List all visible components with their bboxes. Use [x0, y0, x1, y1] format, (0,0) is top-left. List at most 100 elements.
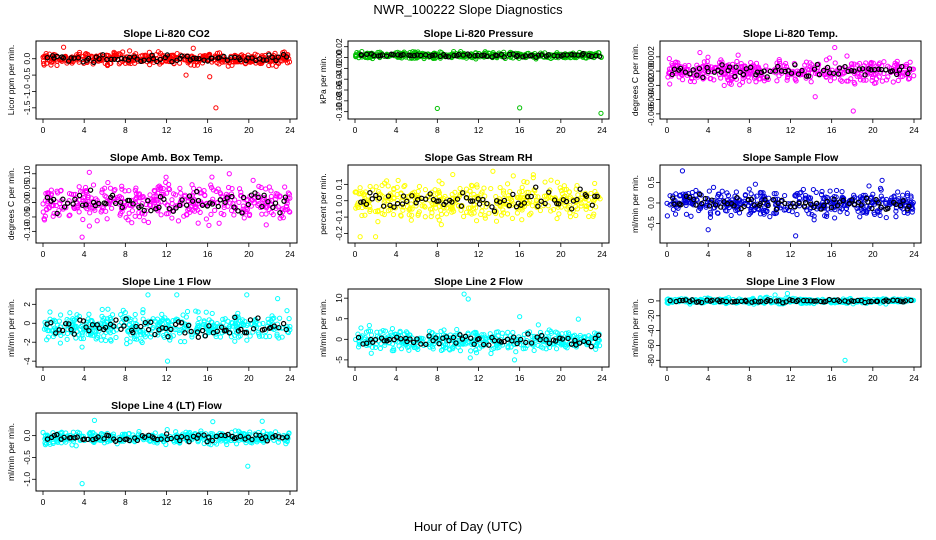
reference-point [50, 196, 57, 203]
data-point [209, 174, 215, 180]
data-point-outlier [842, 357, 848, 363]
y-tick-label: -4 [22, 357, 32, 365]
reference-point [669, 71, 675, 78]
data-point [126, 60, 132, 66]
data-point [58, 312, 64, 318]
data-point [354, 189, 360, 195]
data-point [752, 181, 758, 187]
reference-point [842, 63, 848, 70]
data-point [704, 58, 710, 65]
data-point [126, 188, 132, 194]
data-point [481, 185, 487, 191]
reference-point [117, 199, 124, 206]
reference-point [229, 193, 235, 200]
data-point [567, 214, 574, 220]
x-tick-label: 16 [203, 125, 213, 135]
reference-point [432, 52, 438, 58]
reference-point [732, 73, 738, 80]
x-tick-label: 16 [515, 125, 525, 135]
reference-point [157, 56, 164, 63]
data-point [99, 189, 105, 195]
data-point-outlier [174, 292, 180, 298]
data-point [232, 338, 238, 344]
data-point [84, 54, 91, 60]
data-point [781, 63, 787, 69]
data-point [355, 344, 362, 350]
y-tick-label: -0.08 [334, 91, 344, 111]
data-point [59, 204, 65, 211]
data-point [408, 217, 414, 223]
data-point [367, 206, 373, 213]
data-point [390, 211, 397, 218]
data-point [158, 199, 164, 205]
data-point [225, 63, 231, 69]
data-point [892, 60, 898, 66]
data-point-outlier [517, 105, 523, 111]
reference-point [282, 194, 289, 200]
data-point [201, 188, 207, 194]
data-point [531, 347, 537, 354]
data-point [449, 202, 455, 209]
data-point [57, 340, 63, 346]
data-point [127, 339, 133, 345]
data-point [721, 82, 727, 89]
x-tick-label: 8 [435, 373, 440, 383]
data-point [586, 213, 592, 220]
y-axis-label: degrees C per min. [6, 168, 16, 240]
x-tick-label: 16 [515, 249, 525, 259]
data-point [854, 73, 860, 79]
data-point [457, 348, 463, 354]
x-tick-label: 16 [203, 373, 213, 383]
reference-point [538, 198, 544, 204]
x-tick-label: 16 [827, 249, 837, 259]
y-axis-label: degrees C per min. [630, 44, 640, 116]
data-point [367, 208, 373, 214]
data-point-outlier [190, 45, 196, 51]
data-point [116, 51, 122, 57]
reference-point [696, 65, 703, 72]
data-point [528, 210, 534, 216]
figure-title: NWR_100222 Slope Diagnostics [373, 2, 563, 17]
data-point [833, 187, 840, 194]
x-tick-label: 4 [82, 373, 87, 383]
data-point [457, 185, 463, 192]
data-point [277, 315, 283, 321]
reference-point [193, 55, 199, 62]
reference-point [535, 203, 541, 209]
reference-point [758, 69, 765, 76]
reference-point [79, 202, 86, 208]
data-point [776, 58, 783, 65]
data-point [40, 209, 46, 215]
data-point-outlier [598, 110, 604, 116]
data-point [98, 209, 104, 215]
reference-point [586, 52, 592, 59]
data-point [221, 204, 227, 211]
data-point [885, 74, 891, 80]
data-point [436, 178, 442, 184]
reference-point [91, 59, 97, 66]
data-point [468, 348, 474, 354]
reference-point [391, 204, 397, 210]
data-point [90, 182, 97, 188]
data-point [284, 204, 290, 210]
data-point [145, 219, 151, 225]
reference-point [486, 342, 492, 348]
data-point [562, 186, 568, 193]
reference-point [239, 210, 245, 216]
data-point [863, 60, 869, 66]
data-point [441, 205, 447, 211]
data-point [216, 220, 222, 226]
y-tick-label: -0.1 [334, 209, 344, 224]
data-point [802, 62, 808, 68]
x-tick-label: 8 [123, 373, 128, 383]
x-tick-label: 0 [665, 249, 670, 259]
x-tick-label: 24 [909, 373, 919, 383]
reference-point [65, 200, 71, 206]
data-point [238, 189, 244, 195]
panel-title: Slope Line 1 Flow [122, 276, 212, 288]
reference-point [194, 188, 200, 195]
data-point [173, 192, 179, 198]
x-tick-label: 24 [285, 373, 295, 383]
reference-point [146, 57, 152, 63]
